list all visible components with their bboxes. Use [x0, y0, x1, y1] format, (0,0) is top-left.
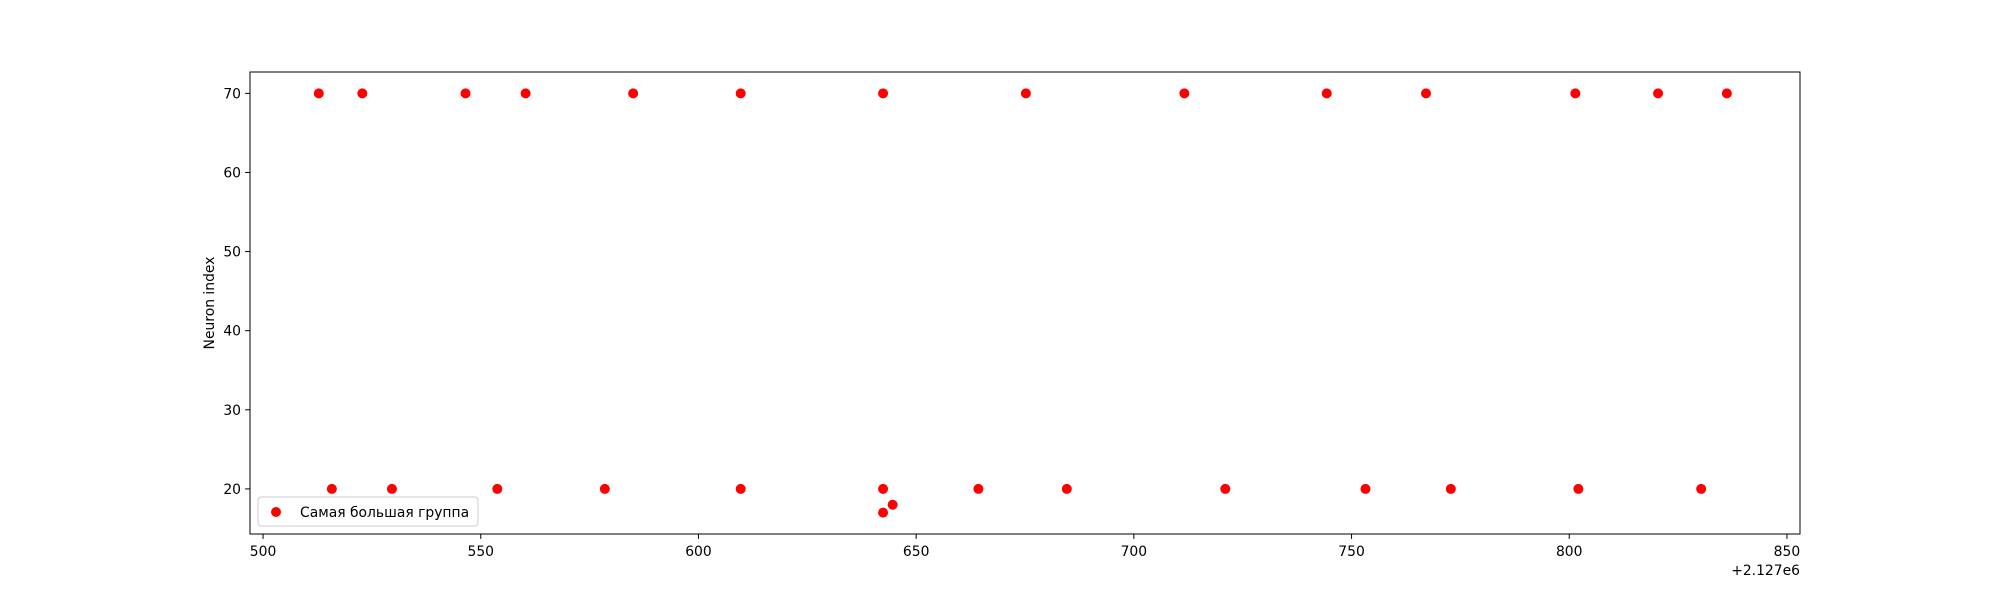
data-point [1220, 483, 1231, 494]
legend-marker [271, 507, 281, 517]
data-point [878, 507, 889, 518]
x-tick-label: 500 [250, 544, 277, 560]
y-tick-label: 40 [223, 324, 241, 340]
data-point [1179, 88, 1190, 99]
legend: Самая большая группа [257, 496, 479, 527]
data-point [1321, 88, 1332, 99]
data-point [1570, 88, 1581, 99]
data-point [1061, 483, 1072, 494]
legend-frame [257, 496, 479, 527]
x-tick-label: 550 [468, 544, 495, 560]
x-axis-offset-label: +2.127e6 [1731, 563, 1800, 579]
x-tick-label: 700 [1121, 544, 1148, 560]
data-point [520, 88, 531, 99]
data-point [492, 483, 503, 494]
data-point [1721, 88, 1732, 99]
y-tick-label: 70 [223, 86, 241, 102]
x-tick-label: 600 [685, 544, 712, 560]
data-point [735, 88, 746, 99]
x-tick-label: 800 [1556, 544, 1583, 560]
data-point [628, 88, 639, 99]
data-point [1696, 483, 1707, 494]
data-point [1420, 88, 1431, 99]
data-point [326, 483, 337, 494]
data-point [735, 483, 746, 494]
data-point [357, 88, 368, 99]
y-tick-label: 50 [223, 245, 241, 261]
data-point [878, 483, 889, 494]
y-axis-ticks: 20 30 40 50 60 70 [223, 86, 250, 498]
data-points [313, 88, 1732, 518]
y-tick-label: 30 [223, 403, 241, 419]
data-point [1573, 483, 1584, 494]
x-tick-label: 850 [1774, 544, 1801, 560]
data-point [1445, 483, 1456, 494]
x-axis-ticks: 500 550 600 650 700 750 800 850 [250, 534, 1800, 560]
data-point [878, 88, 889, 99]
data-point [460, 88, 471, 99]
data-point [973, 483, 984, 494]
data-point [1653, 88, 1664, 99]
y-tick-label: 20 [223, 482, 241, 498]
data-point [386, 483, 397, 494]
data-point [599, 483, 610, 494]
data-point [1020, 88, 1031, 99]
x-tick-label: 750 [1338, 544, 1365, 560]
plot-area-frame [249, 71, 1801, 535]
data-point [887, 499, 898, 510]
data-point [313, 88, 324, 99]
data-point [1360, 483, 1371, 494]
x-tick-label: 650 [903, 544, 930, 560]
legend-label: Самая большая группа [300, 505, 469, 521]
y-axis-label: Neuron index [202, 257, 218, 350]
y-tick-label: 60 [223, 165, 241, 181]
